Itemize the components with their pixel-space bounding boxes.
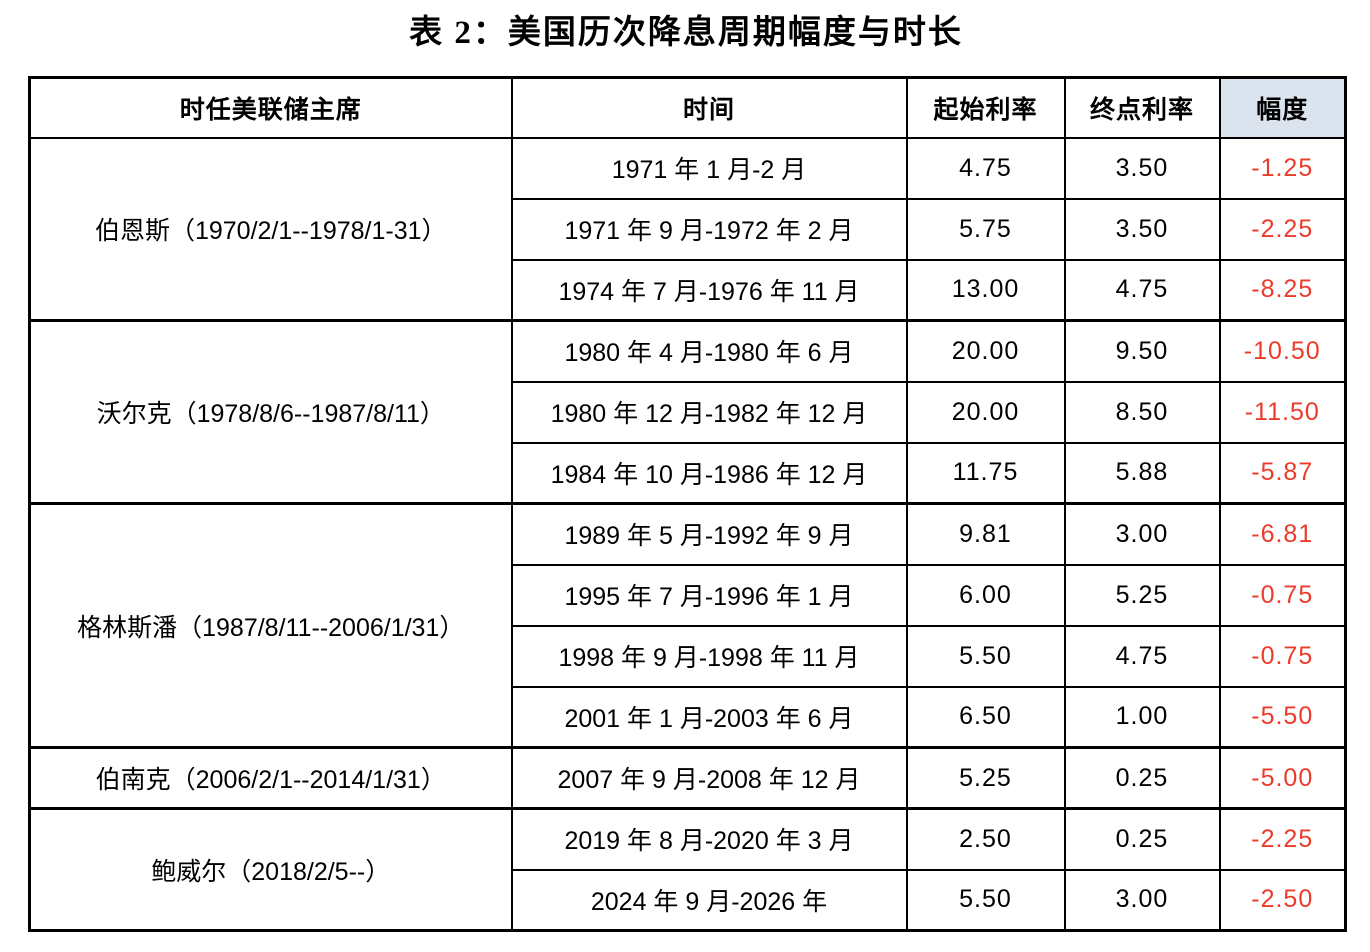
rate-cut-cycles-table: 时任美联储主席 时间 起始利率 终点利率 幅度 伯恩斯（1970/2/1--19… xyxy=(28,76,1347,932)
table-row: 1980 年 12 月-1982 年 12 月 20.00 8.50 -11.5… xyxy=(30,380,1347,444)
time-cell: 1989 年 5 月-1992 年 9 月 xyxy=(510,502,908,566)
start-rate-cell: 20.00 xyxy=(905,380,1066,444)
amplitude-cell: -2.25 xyxy=(1218,197,1347,261)
start-rate-cell: 20.00 xyxy=(905,319,1066,383)
time-cell: 2007 年 9 月-2008 年 12 月 xyxy=(510,746,908,810)
table-row: 2001 年 1 月-2003 年 6 月 6.50 1.00 -5.50 xyxy=(30,685,1347,749)
table-row: 1998 年 9 月-1998 年 11 月 5.50 4.75 -0.75 xyxy=(30,624,1347,688)
amplitude-cell: -0.75 xyxy=(1218,563,1347,627)
start-rate-cell: 11.75 xyxy=(905,441,1066,505)
time-cell: 1995 年 7 月-1996 年 1 月 xyxy=(510,563,908,627)
amplitude-cell: -8.25 xyxy=(1218,258,1347,322)
table-row: 2024 年 9 月-2026 年 5.50 3.00 -2.50 xyxy=(30,868,1347,932)
table-title: 表 2：美国历次降息周期幅度与时长 xyxy=(409,15,963,51)
header-time: 时间 xyxy=(510,76,908,139)
amplitude-cell: -5.00 xyxy=(1218,746,1347,810)
start-rate-cell: 6.00 xyxy=(905,563,1066,627)
chairman-cell: 格林斯潘（1987/8/11--2006/1/31） xyxy=(28,502,513,749)
header-amplitude: 幅度 xyxy=(1218,76,1347,139)
end-rate-cell: 5.25 xyxy=(1063,563,1221,627)
table-row: 伯南克（2006/2/1--2014/1/31） 2007 年 9 月-2008… xyxy=(28,746,1347,810)
table-row: 1974 年 7 月-1976 年 11 月 13.00 4.75 -8.25 xyxy=(30,258,1347,322)
amplitude-cell: -2.25 xyxy=(1218,807,1347,871)
amplitude-cell: -6.81 xyxy=(1218,502,1347,566)
time-cell: 1984 年 10 月-1986 年 12 月 xyxy=(510,441,908,505)
end-rate-cell: 4.75 xyxy=(1063,258,1221,322)
end-rate-cell: 8.50 xyxy=(1063,380,1221,444)
end-rate-cell: 1.00 xyxy=(1063,685,1221,749)
start-rate-cell: 2.50 xyxy=(905,807,1066,871)
end-rate-cell: 5.88 xyxy=(1063,441,1221,505)
time-cell: 1971 年 1 月-2 月 xyxy=(510,136,908,200)
table-row: 1995 年 7 月-1996 年 1 月 6.00 5.25 -0.75 xyxy=(30,563,1347,627)
start-rate-cell: 13.00 xyxy=(905,258,1066,322)
start-rate-cell: 4.75 xyxy=(905,136,1066,200)
amplitude-cell: -2.50 xyxy=(1218,868,1347,932)
header-row: 时任美联储主席 时间 起始利率 终点利率 幅度 xyxy=(28,76,1347,139)
table-row: 1984 年 10 月-1986 年 12 月 11.75 5.88 -5.87 xyxy=(30,441,1347,505)
chairman-cell: 伯恩斯（1970/2/1--1978/1-31） xyxy=(28,136,513,322)
amplitude-cell: -0.75 xyxy=(1218,624,1347,688)
amplitude-cell: -1.25 xyxy=(1218,136,1347,200)
end-rate-cell: 3.00 xyxy=(1063,502,1221,566)
end-rate-cell: 3.00 xyxy=(1063,868,1221,932)
amplitude-cell: -5.87 xyxy=(1218,441,1347,505)
chairman-cell: 鲍威尔（2018/2/5--） xyxy=(28,807,513,932)
header-end-rate: 终点利率 xyxy=(1063,76,1221,139)
time-cell: 1980 年 4 月-1980 年 6 月 xyxy=(510,319,908,383)
time-cell: 2024 年 9 月-2026 年 xyxy=(510,868,908,932)
end-rate-cell: 3.50 xyxy=(1063,197,1221,261)
header-chairman: 时任美联储主席 xyxy=(28,76,513,139)
start-rate-cell: 5.75 xyxy=(905,197,1066,261)
amplitude-cell: -11.50 xyxy=(1218,380,1347,444)
time-cell: 1971 年 9 月-1972 年 2 月 xyxy=(510,197,908,261)
time-cell: 1998 年 9 月-1998 年 11 月 xyxy=(510,624,908,688)
end-rate-cell: 0.25 xyxy=(1063,746,1221,810)
start-rate-cell: 5.50 xyxy=(905,868,1066,932)
end-rate-cell: 4.75 xyxy=(1063,624,1221,688)
start-rate-cell: 6.50 xyxy=(905,685,1066,749)
amplitude-cell: -5.50 xyxy=(1218,685,1347,749)
time-cell: 2019 年 8 月-2020 年 3 月 xyxy=(510,807,908,871)
start-rate-cell: 9.81 xyxy=(905,502,1066,566)
table-row: 格林斯潘（1987/8/11--2006/1/31） 1989 年 5 月-19… xyxy=(28,502,1347,749)
table-row: 鲍威尔（2018/2/5--） 2019 年 8 月-2020 年 3 月 2.… xyxy=(28,807,1347,932)
table-row: 伯恩斯（1970/2/1--1978/1-31） 1971 年 1 月-2 月 … xyxy=(28,136,1347,322)
end-rate-cell: 3.50 xyxy=(1063,136,1221,200)
table-row: 1971 年 9 月-1972 年 2 月 5.75 3.50 -2.25 xyxy=(30,197,1347,261)
time-cell: 1980 年 12 月-1982 年 12 月 xyxy=(510,380,908,444)
table-row: 沃尔克（1978/8/6--1987/8/11） 1980 年 4 月-1980… xyxy=(28,319,1347,505)
end-rate-cell: 9.50 xyxy=(1063,319,1221,383)
time-cell: 1974 年 7 月-1976 年 11 月 xyxy=(510,258,908,322)
header-start-rate: 起始利率 xyxy=(905,76,1066,139)
start-rate-cell: 5.25 xyxy=(905,746,1066,810)
end-rate-cell: 0.25 xyxy=(1063,807,1221,871)
amplitude-cell: -10.50 xyxy=(1218,319,1347,383)
document-page: 表 2：美国历次降息周期幅度与时长 时任美联储主席 时间 起始利率 终点利率 幅… xyxy=(28,10,1347,932)
start-rate-cell: 5.50 xyxy=(905,624,1066,688)
chairman-cell: 伯南克（2006/2/1--2014/1/31） xyxy=(28,746,513,810)
time-cell: 2001 年 1 月-2003 年 6 月 xyxy=(510,685,908,749)
chairman-cell: 沃尔克（1978/8/6--1987/8/11） xyxy=(28,319,513,505)
